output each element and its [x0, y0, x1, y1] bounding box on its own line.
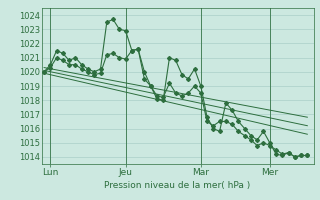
X-axis label: Pression niveau de la mer( hPa ): Pression niveau de la mer( hPa ): [104, 181, 251, 190]
